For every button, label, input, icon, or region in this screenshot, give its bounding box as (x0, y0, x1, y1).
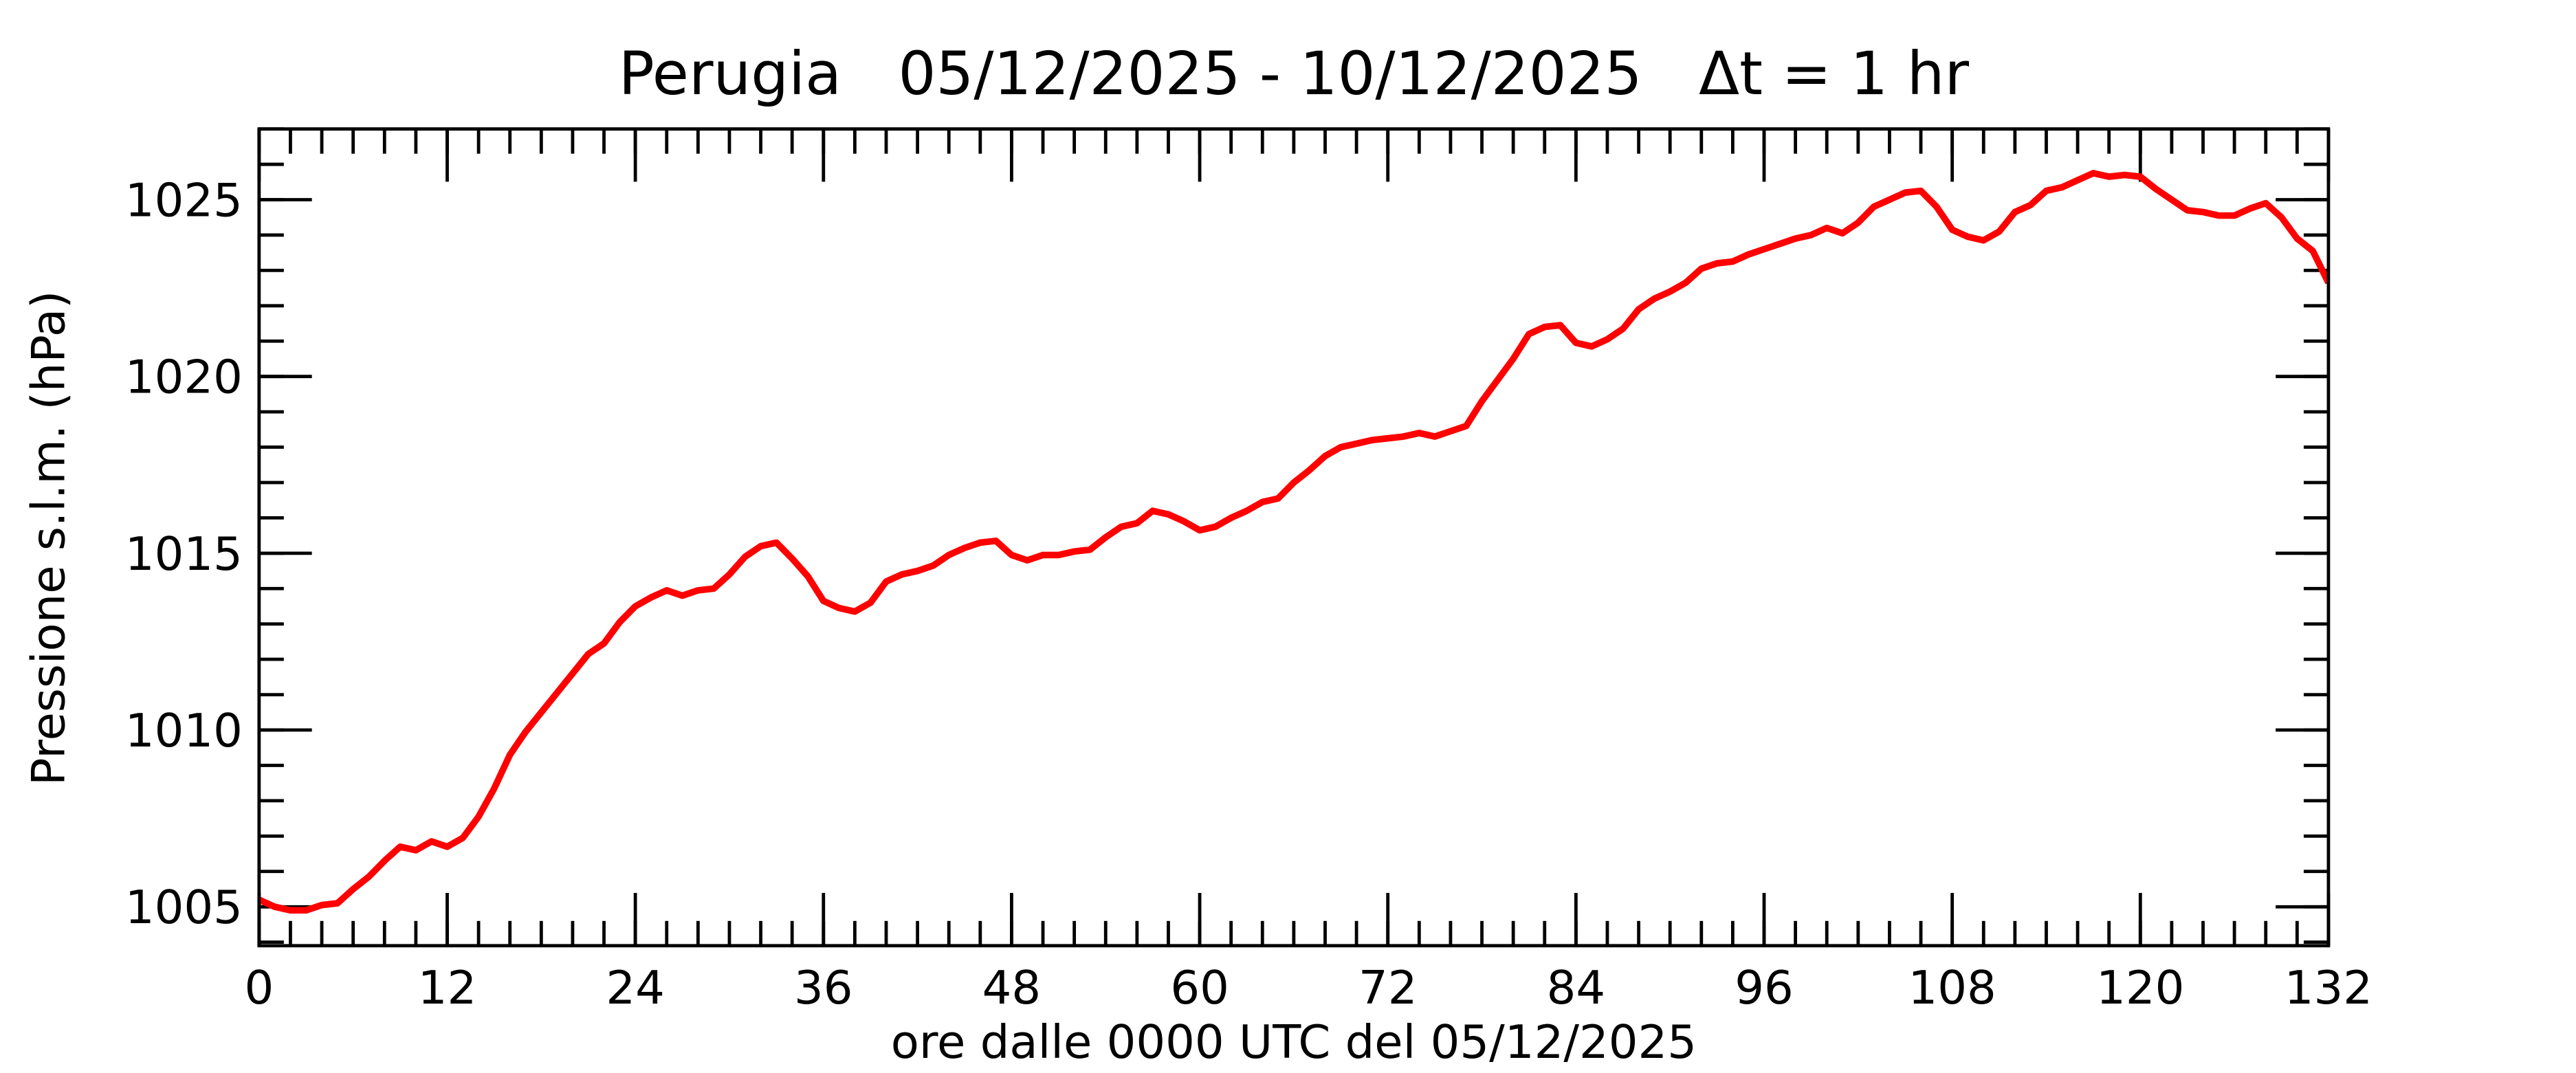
x-tick-label: 12 (418, 961, 477, 1015)
x-tick-label: 96 (1735, 961, 1794, 1015)
x-tick-label: 72 (1358, 961, 1418, 1015)
x-tick-label: 48 (982, 961, 1042, 1015)
chart-title: Perugia 05/12/2025 - 10/12/2025 Δt = 1 h… (619, 40, 1970, 109)
y-tick-label: 1015 (125, 527, 243, 581)
y-axis-label: Pressione s.l.m. (hPa) (22, 291, 76, 786)
x-tick-label: 60 (1170, 961, 1229, 1015)
x-axis-label: ore dalle 0000 UTC del 05/12/2025 (891, 1015, 1697, 1069)
plot-frame (257, 127, 2331, 948)
x-tick-label: 24 (606, 961, 665, 1015)
x-tick-label: 120 (2096, 961, 2184, 1015)
x-tick-label: 36 (794, 961, 853, 1015)
y-tick-label: 1025 (125, 173, 243, 227)
y-tick-label: 1010 (125, 704, 243, 757)
x-tick-label: 108 (1908, 961, 1996, 1015)
y-tick-label: 1005 (125, 881, 243, 934)
x-tick-label: 0 (244, 961, 274, 1015)
x-tick-label: 84 (1547, 961, 1606, 1015)
y-tick-label: 1020 (125, 351, 243, 404)
data-line (258, 170, 2329, 914)
x-tick-label: 132 (2285, 961, 2373, 1015)
